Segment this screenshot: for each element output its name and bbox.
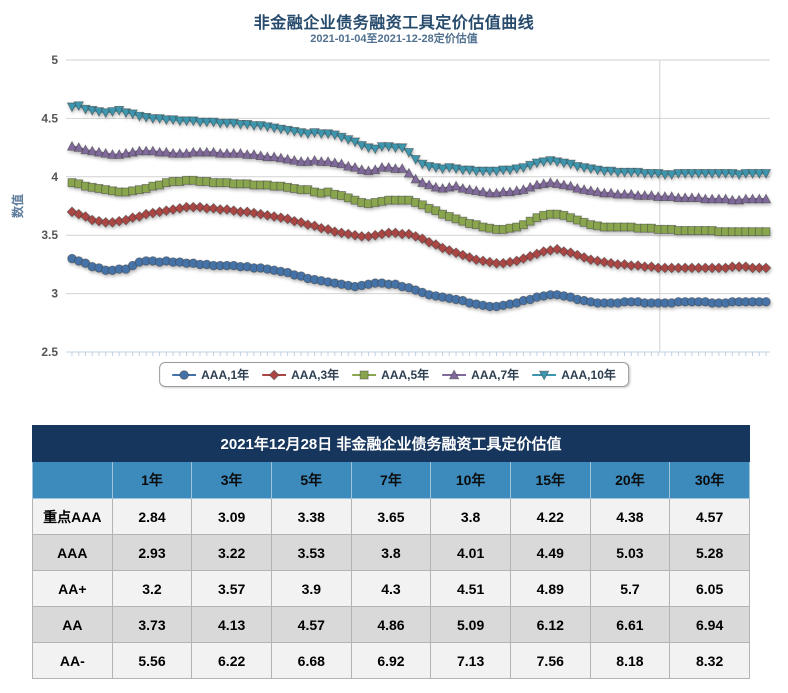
value-cell: 6.05 — [669, 570, 750, 607]
legend-triangle-down-icon — [532, 370, 557, 381]
legend-item-AAA,3年[interactable]: AAA,3年 — [262, 366, 339, 383]
valuation-table: 2021年12月28日 非金融企业债务融资工具定价估值 1年 3年 5年 7年 10年 1… — [32, 425, 750, 679]
legend-triangle-icon — [442, 368, 467, 379]
column-header: 10年 — [430, 461, 511, 499]
y-axis-label: 3.5 — [41, 228, 58, 242]
legend-label: AAA,1年 — [201, 368, 250, 382]
value-cell: 5.56 — [111, 642, 193, 679]
value-cell: 4.22 — [509, 498, 591, 535]
series-AAA,1年[interactable] — [67, 253, 771, 312]
value-cell: 4.89 — [509, 570, 591, 607]
value-cell: 6.94 — [669, 606, 750, 643]
value-cell: 4.01 — [430, 534, 511, 571]
value-cell: 4.38 — [589, 498, 671, 535]
value-cell: 3.65 — [350, 498, 432, 535]
value-cell: 5.28 — [669, 534, 750, 571]
legend-diamond-icon — [262, 369, 287, 380]
value-cell: 3.57 — [191, 570, 272, 607]
value-cell: 3.2 — [111, 570, 193, 607]
value-cell: 3.53 — [270, 534, 352, 571]
value-cell: 5.09 — [430, 606, 511, 643]
chart-title: 非金融企业债务融资工具定价估值曲线 — [253, 15, 535, 32]
column-header: 3年 — [191, 461, 272, 499]
column-header: 5年 — [270, 461, 352, 499]
column-header: 20年 — [589, 461, 671, 499]
value-cell: 6.68 — [270, 642, 352, 679]
legend-label: AAA,10年 — [561, 368, 616, 382]
table-row: 重点AAA 2.84 3.09 3.38 3.65 3.8 4.22 4.38 4.57 — [32, 498, 750, 535]
series-AAA,5年[interactable] — [67, 175, 771, 237]
y-axis-label: 2.5 — [41, 345, 58, 359]
table-row: AA- 5.56 6.22 6.68 6.92 7.13 7.56 8.18 8.32 — [32, 642, 750, 679]
y-axis-label: 4.5 — [41, 111, 58, 125]
row-label: AA — [32, 606, 113, 643]
column-header: 15年 — [509, 461, 591, 499]
value-cell: 3.9 — [270, 570, 352, 607]
value-cell: 5.7 — [589, 570, 671, 607]
legend-item-AAA,1年[interactable]: AAA,1年 — [172, 366, 249, 383]
legend-item-AAA,5年[interactable]: AAA,5年 — [352, 366, 429, 383]
y-axis-label: 4 — [51, 170, 58, 184]
value-cell: 4.13 — [191, 606, 272, 643]
table-row: AA 3.73 4.13 4.57 4.86 5.09 6.12 6.61 6.94 — [32, 606, 750, 643]
table-row: AAA 2.93 3.22 3.53 3.8 4.01 4.49 5.03 5.28 — [32, 534, 750, 571]
legend-label: AAA,3年 — [291, 368, 340, 382]
corner-cell — [32, 461, 113, 499]
column-header: 30年 — [669, 461, 750, 499]
value-cell: 6.61 — [589, 606, 671, 643]
value-cell: 6.22 — [191, 642, 272, 679]
value-cell: 3.8 — [430, 498, 511, 535]
value-cell: 4.3 — [350, 570, 432, 607]
row-label: 重点AAA — [32, 498, 113, 535]
column-header: 1年 — [111, 461, 193, 499]
column-header: 7年 — [350, 461, 432, 499]
value-cell: 6.12 — [509, 606, 591, 643]
pricing-curve-plot-area: 5 4.5 4 3.5 3 2.5 数值 — [10, 53, 772, 359]
value-cell: 7.56 — [509, 642, 591, 679]
y-axis-label: 5 — [51, 53, 58, 67]
table-header-row: 1年 3年 5年 7年 10年 15年 20年 30年 — [32, 461, 750, 499]
chart-legend: AAA,1年 AAA,3年 AAA,5年 AAA,7年 AAA,10年 — [159, 362, 629, 387]
value-cell: 7.13 — [430, 642, 511, 679]
value-cell: 2.84 — [111, 498, 193, 535]
row-label: AA- — [32, 642, 113, 679]
value-cell: 2.93 — [111, 534, 193, 571]
legend-square-icon — [352, 370, 377, 379]
legend-circle-icon — [172, 369, 197, 380]
series-AAA,7年[interactable] — [66, 140, 772, 205]
table-title-row: 2021年12月28日 非金融企业债务融资工具定价估值 — [32, 425, 750, 462]
row-label: AAA — [32, 534, 113, 571]
chart-subtitle: 2021-01-04至2021-12-28定价估值 — [310, 33, 478, 45]
value-cell: 3.38 — [270, 498, 352, 535]
value-cell: 4.57 — [270, 606, 352, 643]
legend-label: AAA,7年 — [471, 368, 520, 382]
y-axis-title: 数值 — [10, 194, 25, 218]
value-cell: 3.73 — [111, 606, 193, 643]
value-cell: 6.92 — [350, 642, 432, 679]
table-title: 2021年12月28日 非金融企业债务融资工具定价估值 — [32, 425, 750, 462]
row-label: AA+ — [32, 570, 113, 607]
series-AAA,3年[interactable] — [66, 201, 772, 274]
value-cell: 3.09 — [191, 498, 272, 535]
y-axis-label: 3 — [51, 287, 58, 301]
legend-label: AAA,5年 — [381, 368, 430, 382]
legend-item-AAA,10年[interactable]: AAA,10年 — [532, 366, 616, 383]
value-cell: 4.51 — [430, 570, 511, 607]
value-cell: 4.49 — [509, 534, 591, 571]
table-row: AA+ 3.2 3.57 3.9 4.3 4.51 4.89 5.7 6.05 — [32, 570, 750, 607]
series-AAA,10年[interactable] — [66, 101, 772, 181]
value-cell: 3.22 — [191, 534, 272, 571]
value-cell: 8.18 — [589, 642, 671, 679]
value-cell: 4.57 — [669, 498, 750, 535]
value-cell: 3.8 — [350, 534, 432, 571]
legend-item-AAA,7年[interactable]: AAA,7年 — [442, 366, 519, 383]
value-cell: 5.03 — [589, 534, 671, 571]
value-cell: 4.86 — [350, 606, 432, 643]
value-cell: 8.32 — [669, 642, 750, 679]
